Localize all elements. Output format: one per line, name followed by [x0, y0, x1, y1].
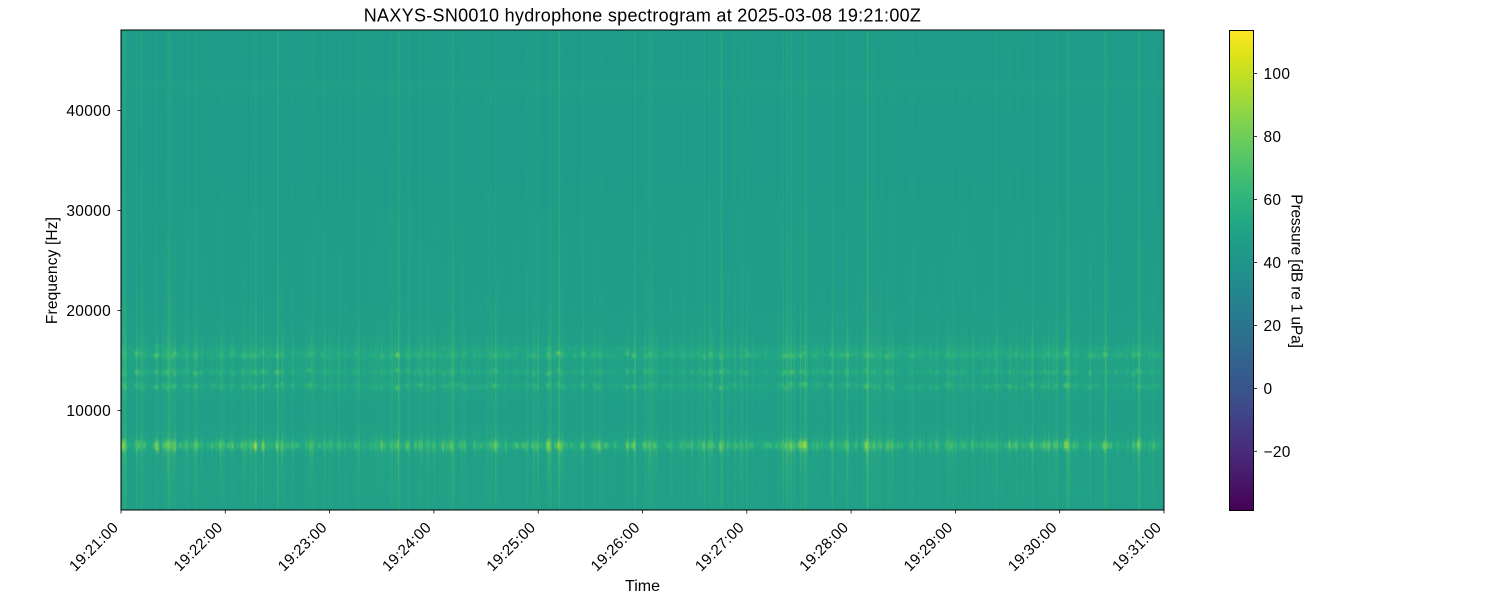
svg-text:Time: Time	[625, 578, 660, 595]
svg-text:NAXYS-SN0010 hydrophone spectr: NAXYS-SN0010 hydrophone spectrogram at 2…	[364, 6, 921, 26]
svg-text:Pressure [dB re 1 uPa]: Pressure [dB re 1 uPa]	[1287, 194, 1304, 348]
svg-text:30000: 30000	[66, 203, 111, 220]
svg-text:10000: 10000	[66, 403, 111, 420]
svg-text:80: 80	[1264, 129, 1282, 146]
svg-text:−20: −20	[1264, 444, 1291, 461]
svg-text:20: 20	[1264, 318, 1282, 335]
svg-text:60: 60	[1264, 192, 1282, 209]
svg-text:100: 100	[1264, 66, 1291, 83]
svg-text:0: 0	[1264, 381, 1273, 398]
svg-text:40: 40	[1264, 255, 1282, 272]
svg-text:20000: 20000	[66, 303, 111, 320]
svg-text:40000: 40000	[66, 103, 111, 120]
svg-text:Frequency [Hz]: Frequency [Hz]	[44, 217, 61, 324]
